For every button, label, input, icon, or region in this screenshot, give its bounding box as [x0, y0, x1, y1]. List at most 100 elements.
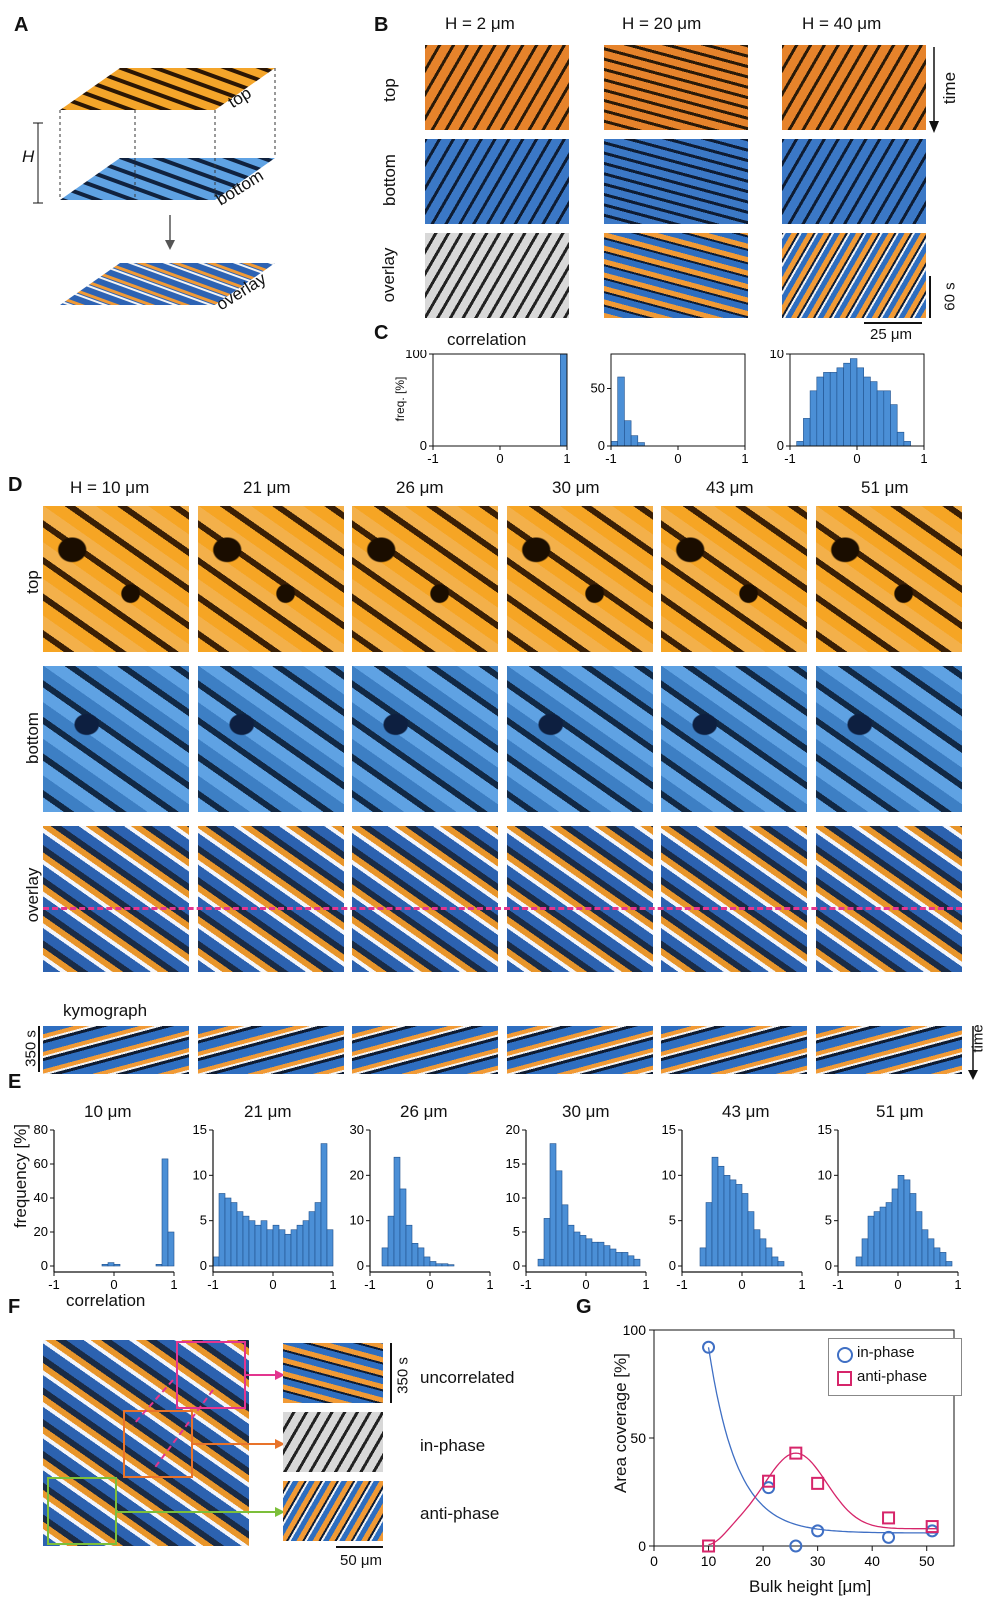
- point-anti-phase: [702, 1539, 716, 1553]
- f-label-anti-phase: anti-phase: [420, 1504, 500, 1523]
- bar: [549, 1143, 557, 1267]
- d-col-header-2: 21 μm: [243, 478, 291, 497]
- bar: [272, 1224, 280, 1267]
- bar: [771, 1256, 779, 1267]
- plot-frame: [432, 353, 568, 447]
- bar: [861, 1238, 869, 1267]
- bar: [897, 1175, 905, 1267]
- y-tick-label: 10: [193, 1167, 207, 1182]
- point-anti-phase: [811, 1476, 825, 1490]
- d-col-header-1: H = 10 μm: [70, 478, 150, 497]
- bar: [765, 1247, 773, 1267]
- point-anti-phase: [762, 1474, 776, 1488]
- bar: [843, 362, 851, 447]
- point-anti-phase: [925, 1520, 939, 1534]
- d-bottom-51: [816, 666, 962, 812]
- d-overlay-30: [507, 826, 653, 972]
- bar: [113, 1264, 121, 1267]
- bar: [717, 1165, 725, 1267]
- d-top-51: [816, 506, 962, 652]
- point-in-phase: [811, 1524, 825, 1538]
- f-label-in-phase: in-phase: [420, 1436, 486, 1455]
- c-title: correlation: [447, 330, 527, 349]
- x-tick-label: 10: [701, 1553, 717, 1569]
- y-tick-label: 0: [638, 1538, 646, 1554]
- x-tick-label: 1: [798, 1277, 805, 1290]
- y-tick-label: 0: [598, 438, 605, 453]
- b-bottom-h20: [604, 139, 748, 224]
- d-row-label-bottom: bottom: [23, 712, 42, 764]
- bar: [405, 1224, 413, 1267]
- x-tick-label: -1: [605, 451, 617, 466]
- legend-in-phase-label: in-phase: [857, 1344, 915, 1361]
- x-tick-label: 1: [920, 451, 927, 466]
- d-kymo-21: [198, 1026, 344, 1074]
- bar: [850, 358, 858, 447]
- bar: [759, 1238, 767, 1267]
- bar: [537, 1258, 545, 1267]
- bar: [867, 1215, 875, 1267]
- d-top-43: [661, 506, 807, 652]
- panel-letter-f: F: [8, 1296, 21, 1318]
- y-tick-label: 15: [818, 1124, 832, 1137]
- y-tick-label: 50: [591, 381, 605, 396]
- y-tick-label: 20: [506, 1124, 520, 1137]
- x-tick-label: -1: [784, 451, 796, 466]
- d-kymo-10: [43, 1026, 189, 1074]
- bar: [610, 441, 618, 447]
- bar: [836, 367, 844, 447]
- x-tick-label: 0: [426, 1277, 433, 1290]
- b-overlay-h2: [425, 233, 569, 318]
- f-kymo-anti-phase: [283, 1481, 383, 1541]
- b-col-header-3: H = 40 μm: [802, 14, 882, 33]
- b-top-h2: [425, 45, 569, 130]
- bar: [381, 1247, 389, 1267]
- bar: [735, 1184, 743, 1267]
- b-bottom-h40: [782, 139, 926, 224]
- b-col-header-2: H = 20 μm: [622, 14, 702, 33]
- bar: [615, 1252, 623, 1267]
- x-tick-label: 1: [954, 1277, 961, 1290]
- d-col-header-4: 30 μm: [552, 478, 600, 497]
- bar: [627, 1255, 635, 1267]
- bar: [260, 1220, 268, 1267]
- bar: [393, 1156, 401, 1267]
- y-tick-label: 10: [350, 1213, 364, 1228]
- f-space-scale: 50 μm: [340, 1552, 382, 1569]
- g-ylabel: Area coverage [%]: [611, 1353, 630, 1493]
- bar: [879, 1206, 887, 1267]
- bar: [863, 376, 871, 447]
- y-tick-label: 10: [770, 350, 784, 361]
- dashed-connectors: [59, 68, 276, 200]
- bar: [903, 1179, 911, 1267]
- d-kymograph-line: [43, 907, 962, 910]
- bar: [705, 1202, 713, 1267]
- bar: [411, 1243, 419, 1267]
- f-label-uncorrelated: uncorrelated: [420, 1368, 515, 1387]
- x-tick-label: 0: [853, 451, 860, 466]
- x-tick-label: -1: [832, 1277, 844, 1290]
- bar: [555, 1170, 563, 1267]
- y-tick-label: 0: [41, 1258, 48, 1273]
- y-tick-label: 80: [34, 1124, 48, 1137]
- bar: [266, 1229, 274, 1267]
- bar: [435, 1263, 443, 1267]
- panel-letter-c: C: [374, 322, 389, 344]
- b-space-scale-label: 25 μm: [870, 326, 912, 343]
- y-tick-label: 5: [825, 1213, 832, 1228]
- f-time-scale: 350 s: [394, 1357, 412, 1394]
- bar: [876, 390, 885, 447]
- y-tick-label: 5: [200, 1213, 207, 1228]
- y-tick-label: 0: [669, 1258, 676, 1273]
- f-kymo-in-phase: [283, 1412, 383, 1472]
- bar: [567, 1224, 575, 1267]
- bar: [224, 1197, 232, 1267]
- bar: [753, 1229, 761, 1267]
- bar: [624, 420, 632, 447]
- bar: [870, 381, 878, 447]
- bar: [633, 1258, 641, 1267]
- x-tick-label: 1: [741, 451, 748, 466]
